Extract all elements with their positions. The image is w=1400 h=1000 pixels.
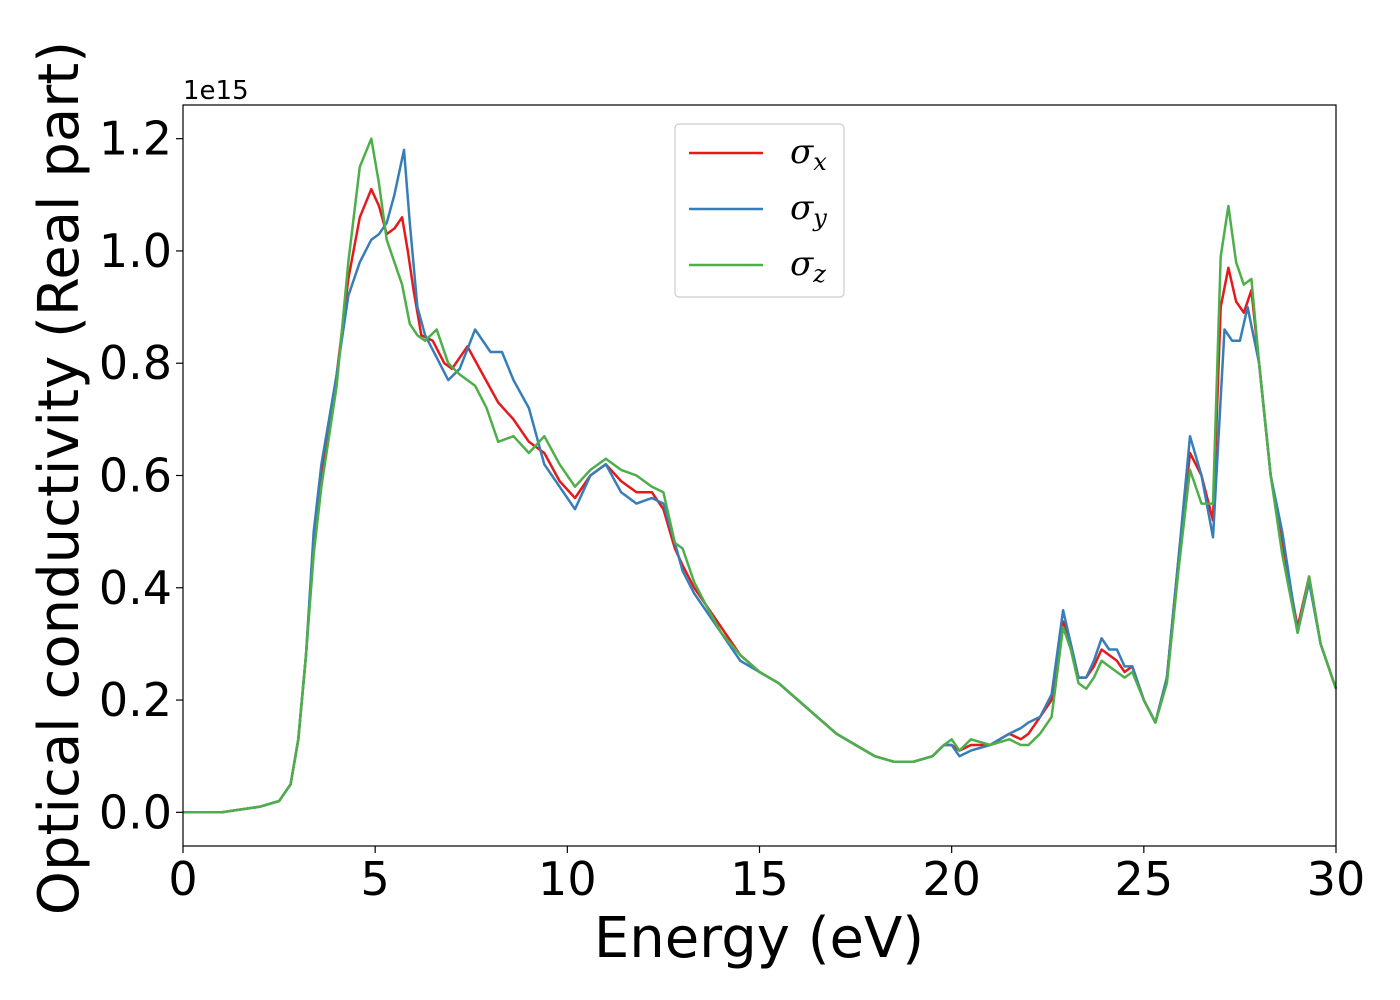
legend-label-sigma-z: σz bbox=[790, 244, 826, 288]
legend-box bbox=[674, 123, 845, 298]
x-tick-label: 20 bbox=[922, 852, 981, 906]
x-tick-label: 15 bbox=[730, 852, 789, 906]
y-tick-label: 1.2 bbox=[99, 112, 172, 166]
x-axis-ticks: 0 5 10 15 20 25 30 bbox=[168, 846, 1365, 906]
y-tick-label: 0.4 bbox=[99, 561, 172, 615]
y-tick-label: 0.6 bbox=[99, 449, 172, 503]
y-tick-label: 0.0 bbox=[99, 785, 172, 839]
series-group bbox=[183, 137, 1338, 814]
x-tick-label: 5 bbox=[361, 852, 390, 906]
series-line-sigma-z bbox=[183, 137, 1338, 814]
y-offset-text: 1e15 bbox=[183, 76, 249, 106]
y-axis-label: Optical conductivity (Real part) bbox=[27, 41, 92, 915]
x-tick-label: 0 bbox=[168, 852, 197, 906]
y-axis-ticks: 0.0 0.2 0.4 0.6 0.8 1.0 1.2 bbox=[99, 112, 183, 839]
y-tick-label: 1.0 bbox=[99, 224, 172, 278]
x-tick-label: 25 bbox=[1115, 852, 1174, 906]
y-tick-label: 0.8 bbox=[99, 336, 172, 390]
x-tick-label: 30 bbox=[1307, 852, 1366, 906]
legend-label-sigma-y: σy bbox=[790, 188, 827, 232]
y-tick-label: 0.2 bbox=[99, 673, 172, 727]
x-tick-label: 10 bbox=[538, 852, 597, 906]
legend-label-sigma-x: σx bbox=[790, 132, 827, 176]
legend: σx σy σz bbox=[674, 123, 845, 298]
x-axis-label: Energy (eV) bbox=[594, 906, 924, 971]
